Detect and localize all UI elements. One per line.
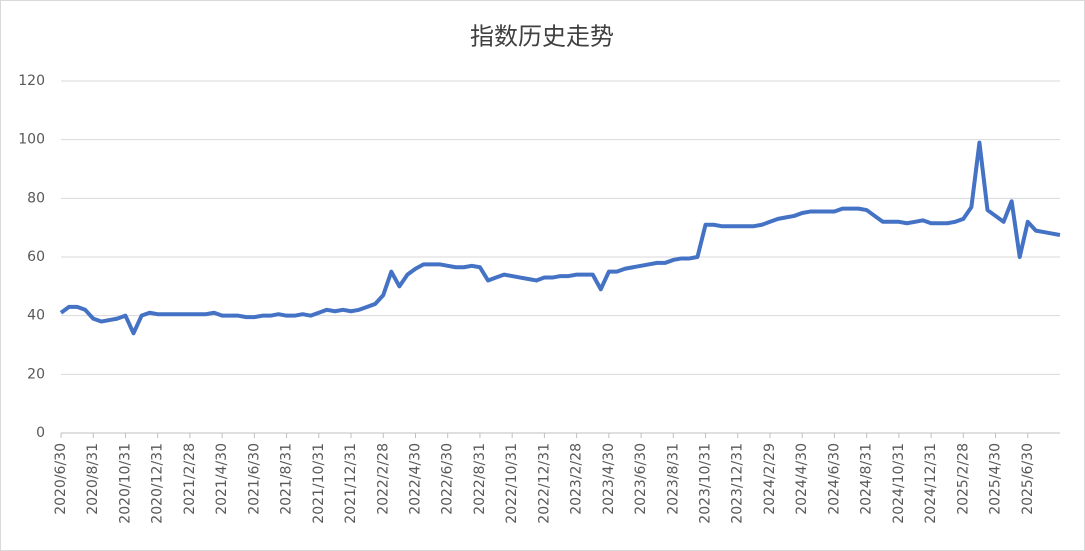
- x-tick-label: 2021/10/31: [311, 443, 327, 524]
- x-tick-label: 2024/4/30: [794, 443, 810, 515]
- x-tick-label: 2024/6/30: [826, 443, 842, 515]
- x-tick-label: 2023/10/31: [698, 443, 714, 524]
- x-tick-label: 2022/6/30: [440, 443, 456, 515]
- x-tick-label: 2020/12/31: [150, 443, 166, 524]
- x-tick-label: 2022/2/28: [375, 443, 391, 515]
- y-tick-label: 100: [18, 132, 45, 148]
- x-tick-label: 2024/2/29: [762, 443, 778, 515]
- x-tick-label: 2020/8/31: [85, 443, 101, 515]
- x-tick-label: 2021/2/28: [182, 443, 198, 515]
- x-tick-label: 2023/4/30: [601, 443, 617, 515]
- x-tick-label: 2021/8/31: [279, 443, 295, 515]
- y-tick-label: 60: [27, 249, 45, 265]
- x-tick-label: 2022/10/31: [504, 443, 520, 524]
- x-tick-label: 2023/12/31: [730, 443, 746, 524]
- y-tick-label: 20: [27, 366, 45, 382]
- x-tick-label: 2023/6/30: [633, 443, 649, 515]
- x-tick-label: 2025/4/30: [988, 443, 1004, 515]
- x-tick-label: 2023/2/28: [569, 443, 585, 515]
- y-tick-label: 0: [36, 425, 45, 441]
- x-tick-label: 2024/12/31: [923, 443, 939, 524]
- line-series: [59, 140, 1061, 336]
- chart-title: 指数历史走势: [470, 23, 614, 51]
- x-tick-label: 2021/6/30: [246, 443, 262, 515]
- y-tick-label: 40: [27, 308, 45, 324]
- y-tick-label: 120: [18, 73, 45, 89]
- x-tick-label: 2022/8/31: [472, 443, 488, 515]
- x-tick-label: 2022/12/31: [536, 443, 552, 524]
- x-tick-label: 2022/4/30: [407, 443, 423, 515]
- x-tick-label: 2024/10/31: [891, 443, 907, 524]
- x-tick-label: 2025/6/30: [1020, 443, 1036, 515]
- y-tick-label: 80: [27, 190, 45, 206]
- x-tick-label: 2021/4/30: [214, 443, 230, 515]
- x-tick-label: 2024/8/31: [859, 443, 875, 515]
- x-tick-label: 2020/10/31: [117, 443, 133, 524]
- x-tick-label: 2020/6/30: [53, 443, 69, 515]
- x-tick-label: 2025/2/28: [955, 443, 971, 515]
- x-tick-label: 2021/12/31: [343, 443, 359, 524]
- x-tick-label: 2023/8/31: [665, 443, 681, 515]
